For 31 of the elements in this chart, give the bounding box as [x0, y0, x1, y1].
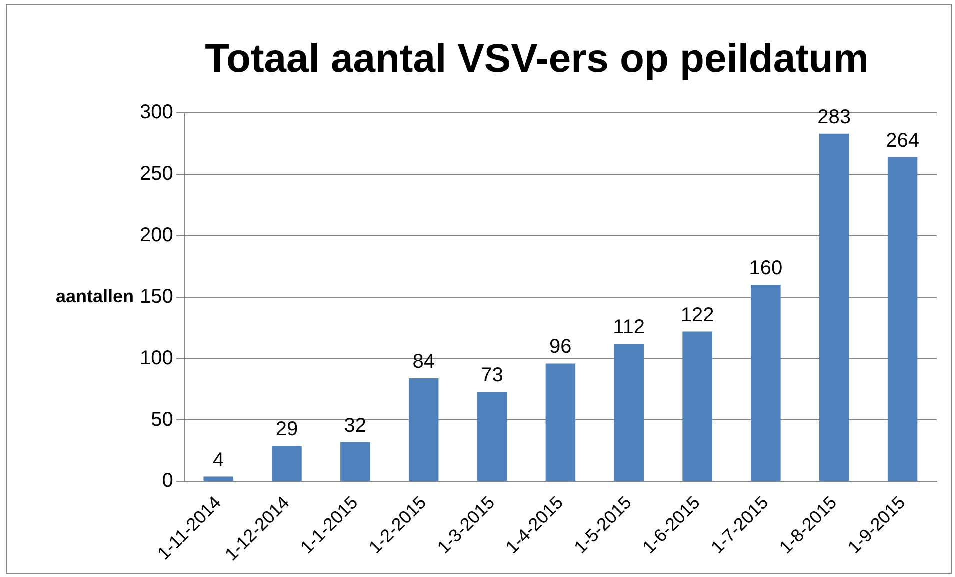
bar	[272, 446, 302, 482]
bar	[408, 378, 439, 482]
data-label: 4	[213, 449, 224, 472]
data-label: 73	[481, 364, 504, 386]
data-label: 283	[818, 106, 852, 128]
y-tick-label: 150	[140, 286, 174, 308]
data-label: 160	[749, 258, 783, 280]
y-tick-label: 300	[140, 102, 174, 124]
data-label: 264	[886, 130, 920, 152]
y-tick-label: 250	[140, 162, 174, 185]
y-tick-label: 200	[140, 224, 174, 246]
y-tick-label: 100	[140, 347, 174, 370]
data-label: 29	[276, 418, 298, 441]
y-tick-label: 50	[151, 408, 174, 431]
y-tick-label: 0	[162, 470, 174, 492]
y-axis-title: aantallen	[56, 286, 134, 306]
data-label: 112	[613, 316, 646, 339]
bar	[340, 442, 370, 482]
data-label: 122	[680, 304, 714, 326]
bar	[751, 285, 781, 482]
data-label: 96	[550, 336, 572, 358]
bar	[820, 134, 850, 482]
data-label: 32	[344, 414, 367, 437]
data-label: 84	[412, 350, 435, 373]
bar	[614, 344, 644, 482]
chart-title: Totaal aantal VSV-ers op peildatum	[205, 37, 869, 82]
bar	[888, 157, 918, 482]
bar	[682, 332, 712, 482]
bar	[546, 364, 576, 482]
bar	[204, 476, 234, 482]
bar	[477, 392, 508, 482]
